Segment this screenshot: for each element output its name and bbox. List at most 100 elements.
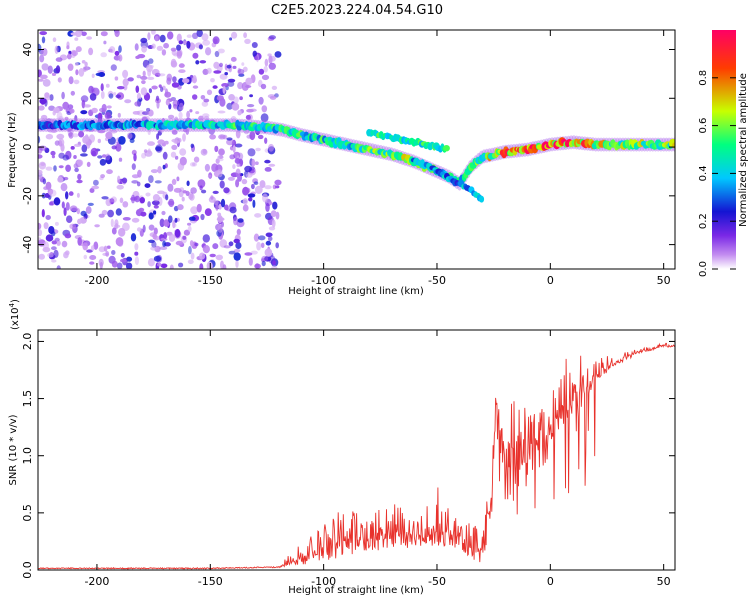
noise-cell: [134, 256, 139, 265]
noise-cell: [172, 99, 180, 107]
noise-cell: [171, 144, 178, 150]
noise-cell: [235, 241, 242, 250]
noise-cell: [268, 163, 276, 167]
noise-cell: [140, 211, 147, 217]
noise-cell: [176, 176, 180, 182]
noise-cell: [239, 96, 243, 101]
noise-cell: [219, 73, 228, 80]
noise-cell: [154, 35, 159, 42]
noise-cell: [175, 240, 184, 246]
noise-cell: [106, 169, 113, 175]
noise-cell: [74, 30, 82, 38]
noise-cell: [199, 263, 204, 269]
noise-cell: [153, 235, 160, 241]
noise-cell: [53, 249, 59, 258]
noise-cell: [150, 169, 159, 174]
noise-cell: [268, 201, 273, 205]
noise-cell: [60, 183, 68, 192]
noise-cell: [116, 184, 124, 190]
noise-cell: [51, 240, 57, 245]
noise-cell: [63, 176, 69, 181]
noise-cell: [265, 232, 273, 238]
noise-cell: [217, 48, 225, 54]
noise-cell: [86, 161, 91, 167]
noise-cell: [126, 132, 133, 140]
noise-cell: [64, 116, 69, 121]
noise-cell: [89, 261, 95, 265]
noise-cell: [82, 66, 89, 72]
noise-cell: [232, 65, 237, 69]
noise-cell: [155, 146, 162, 152]
spectrogram-y-tick-label: 20: [21, 91, 34, 105]
noise-cell: [255, 147, 261, 152]
noise-cell: [45, 215, 51, 220]
noise-cell: [72, 133, 79, 138]
noise-cell: [260, 83, 267, 90]
noise-cell: [244, 38, 251, 45]
noise-cell: [166, 77, 172, 85]
noise-cell: [118, 227, 126, 237]
noise-cell: [69, 223, 77, 230]
noise-cell: [74, 62, 79, 66]
noise-cell: [136, 110, 140, 115]
snr-y-tick-label: 1.5: [21, 390, 34, 408]
noise-cell: [187, 222, 192, 226]
noise-cell: [210, 78, 215, 83]
noise-cell: [57, 176, 64, 183]
noise-cell: [161, 210, 166, 216]
noise-cell: [268, 143, 275, 152]
noise-cell: [131, 163, 136, 171]
noise-cell: [233, 252, 241, 261]
noise-cell: [181, 196, 185, 202]
noise-cell: [91, 185, 100, 190]
noise-cell: [142, 111, 150, 115]
noise-cell: [153, 227, 158, 235]
noise-cell: [40, 74, 48, 80]
noise-cell: [188, 246, 192, 255]
noise-cell: [147, 141, 155, 146]
noise-cell: [199, 252, 206, 260]
noise-cell: [139, 197, 145, 204]
noise-cell: [81, 60, 86, 64]
noise-cell: [90, 245, 95, 252]
noise-cell: [159, 246, 168, 250]
noise-cell: [97, 112, 103, 122]
noise-cell: [268, 35, 276, 40]
noise-cell: [68, 76, 74, 85]
noise-cell: [216, 169, 223, 178]
noise-cell: [254, 55, 258, 61]
noise-cell: [205, 47, 212, 56]
noise-cell: [230, 56, 237, 62]
noise-cell: [38, 172, 43, 180]
noise-cell: [260, 242, 265, 248]
noise-cell: [264, 167, 272, 172]
spectrogram-x-ticks: -200 -150 -100 -50 0 50: [84, 30, 671, 287]
spectrogram-x-tick-label: 0: [547, 274, 554, 287]
spectrogram-y-ticks: -40 -20 0 20 40: [21, 43, 675, 254]
noise-cell: [38, 253, 45, 260]
noise-cell: [130, 194, 136, 204]
noise-cell: [120, 253, 125, 258]
noise-cell: [202, 39, 211, 46]
noise-cell: [131, 217, 140, 223]
noise-cell: [74, 143, 82, 147]
noise-cell: [227, 176, 235, 181]
noise-cell: [168, 215, 173, 223]
spectrogram-y-tick-label: 0: [21, 144, 34, 151]
noise-cell: [70, 90, 76, 96]
noise-cell: [103, 40, 107, 45]
noise-cell: [51, 72, 57, 76]
noise-cell: [174, 155, 179, 160]
noise-cell: [66, 45, 70, 50]
noise-cell: [200, 148, 208, 156]
spectrogram-x-tick-label: -200: [84, 274, 109, 287]
noise-cell: [218, 203, 222, 210]
noise-cell: [222, 264, 227, 269]
noise-cell: [74, 115, 78, 122]
noise-cell: [178, 262, 184, 268]
noise-cell: [192, 94, 198, 100]
noise-cell: [258, 235, 266, 241]
noise-cell: [67, 63, 74, 71]
noise-cell: [118, 54, 123, 62]
